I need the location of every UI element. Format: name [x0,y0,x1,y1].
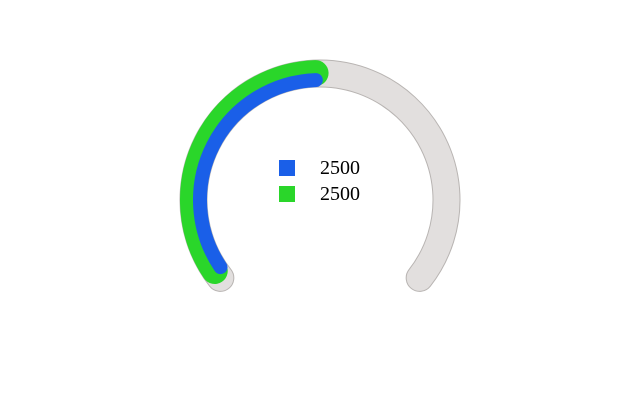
legend-swatch-blue [279,160,295,176]
legend-swatch-green [279,186,295,202]
legend-label-green: 2500 [320,183,360,205]
legend-label-blue: 2500 [320,157,360,179]
gauge-arc-blue [193,73,323,275]
